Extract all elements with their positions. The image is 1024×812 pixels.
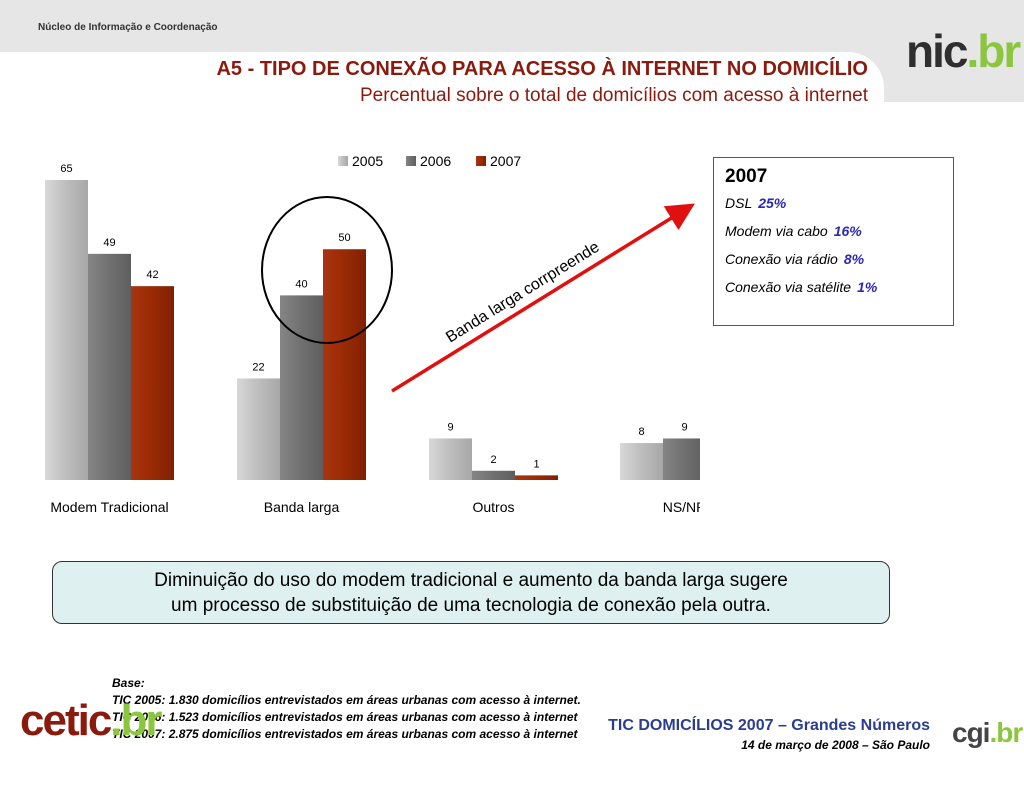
legend-label-2006: 2006: [420, 153, 451, 169]
data-label-2007-0: 42: [146, 269, 158, 281]
cetic-logo: cetic.br: [20, 696, 163, 745]
annotation-text: Banda larga corrpreende: [443, 239, 602, 347]
bar-2006-1: [280, 295, 323, 480]
base-line-2005: TIC 2005: 1.830 domicílios entrevistados…: [112, 693, 581, 707]
slide-title: A5 - TIPO DE CONEXÃO PARA ACESSO À INTER…: [216, 58, 868, 80]
chart-data-labels: 654942224050921897: [60, 163, 687, 470]
legend-swatch-2007: [476, 156, 486, 166]
base-line-2007: TIC 2007: 2.875 domicílios entrevistados…: [112, 727, 578, 741]
info-row-radio: Conexão via rádio 8%: [725, 251, 865, 267]
chart-category-labels: Modem Tradicional Banda larga Outros NS/NR: [50, 499, 700, 515]
footer-date: 14 de março de 2008 – São Paulo: [741, 738, 930, 752]
data-label-2006-1: 40: [295, 278, 307, 290]
conclusion-line-2: um processo de substituição de uma tecno…: [171, 595, 771, 616]
legend-swatch-2005: [338, 156, 348, 166]
org-label: Núcleo de Informação e Coordenação: [38, 22, 218, 33]
chart-bars: [45, 180, 700, 480]
category-label-3: NS/NR: [663, 499, 700, 515]
base-notes: Base: TIC 2005: 1.830 domicílios entrevi…: [112, 675, 581, 743]
category-label-0: Modem Tradicional: [50, 499, 168, 515]
data-label-2006-2: 2: [490, 454, 496, 466]
info-row-dsl: DSL 25%: [725, 195, 787, 211]
conclusion-note: Diminuição do uso do modem tradicional e…: [52, 561, 890, 624]
info-row-satellite: Conexão via satélite 1%: [725, 279, 878, 295]
legend-label-2005: 2005: [352, 153, 383, 169]
category-label-1: Banda larga: [264, 499, 340, 515]
bar-2007-0: [131, 286, 174, 480]
nicbr-logo: nic.br: [906, 25, 1021, 77]
data-label-2006-0: 49: [103, 237, 115, 249]
data-label-2006-3: 9: [681, 421, 687, 433]
bar-2005-0: [45, 180, 88, 480]
data-label-2005-2: 9: [447, 421, 453, 433]
legend-swatch-2006: [406, 156, 416, 166]
data-label-2007-2: 1: [533, 458, 539, 470]
annotation-arrow: [391, 203, 695, 393]
legend-label-2007: 2007: [490, 153, 521, 169]
base-line-2006: TIC 2006: 1.523 domicílios entrevistados…: [112, 710, 578, 724]
info-box-year: 2007: [725, 166, 768, 187]
bar-2005-1: [237, 378, 280, 480]
slide-subtitle: Percentual sobre o total de domicílios c…: [360, 85, 868, 106]
highlight-circle: [261, 196, 393, 344]
connection-breakdown-box: 2007 DSL 25% Modem via cabo 16% Conexão vi…: [713, 157, 954, 326]
data-label-2005-1: 22: [252, 361, 264, 373]
conclusion-line-1: Diminuição do uso do modem tradicional e…: [154, 570, 788, 591]
chart-legend: 2005 2006 2007: [338, 153, 521, 169]
bar-2005-3: [620, 443, 663, 480]
bar-2007-1: [323, 249, 366, 480]
category-label-2: Outros: [472, 499, 514, 515]
info-row-cable-modem: Modem via cabo 16%: [725, 223, 862, 239]
bar-2006-2: [472, 470, 515, 480]
bar-2005-2: [429, 438, 472, 480]
bar-2007-2: [515, 475, 558, 480]
data-label-2005-3: 8: [638, 426, 644, 438]
cgibr-logo: cgi.br: [952, 717, 1023, 748]
data-label-2007-1: 50: [338, 232, 350, 244]
footer-title: TIC DOMICÍLIOS 2007 – Grandes Números: [608, 717, 930, 734]
bar-2006-0: [88, 253, 131, 480]
bar-2006-3: [663, 438, 700, 480]
data-label-2005-0: 65: [60, 163, 72, 175]
base-label: Base:: [112, 676, 145, 690]
